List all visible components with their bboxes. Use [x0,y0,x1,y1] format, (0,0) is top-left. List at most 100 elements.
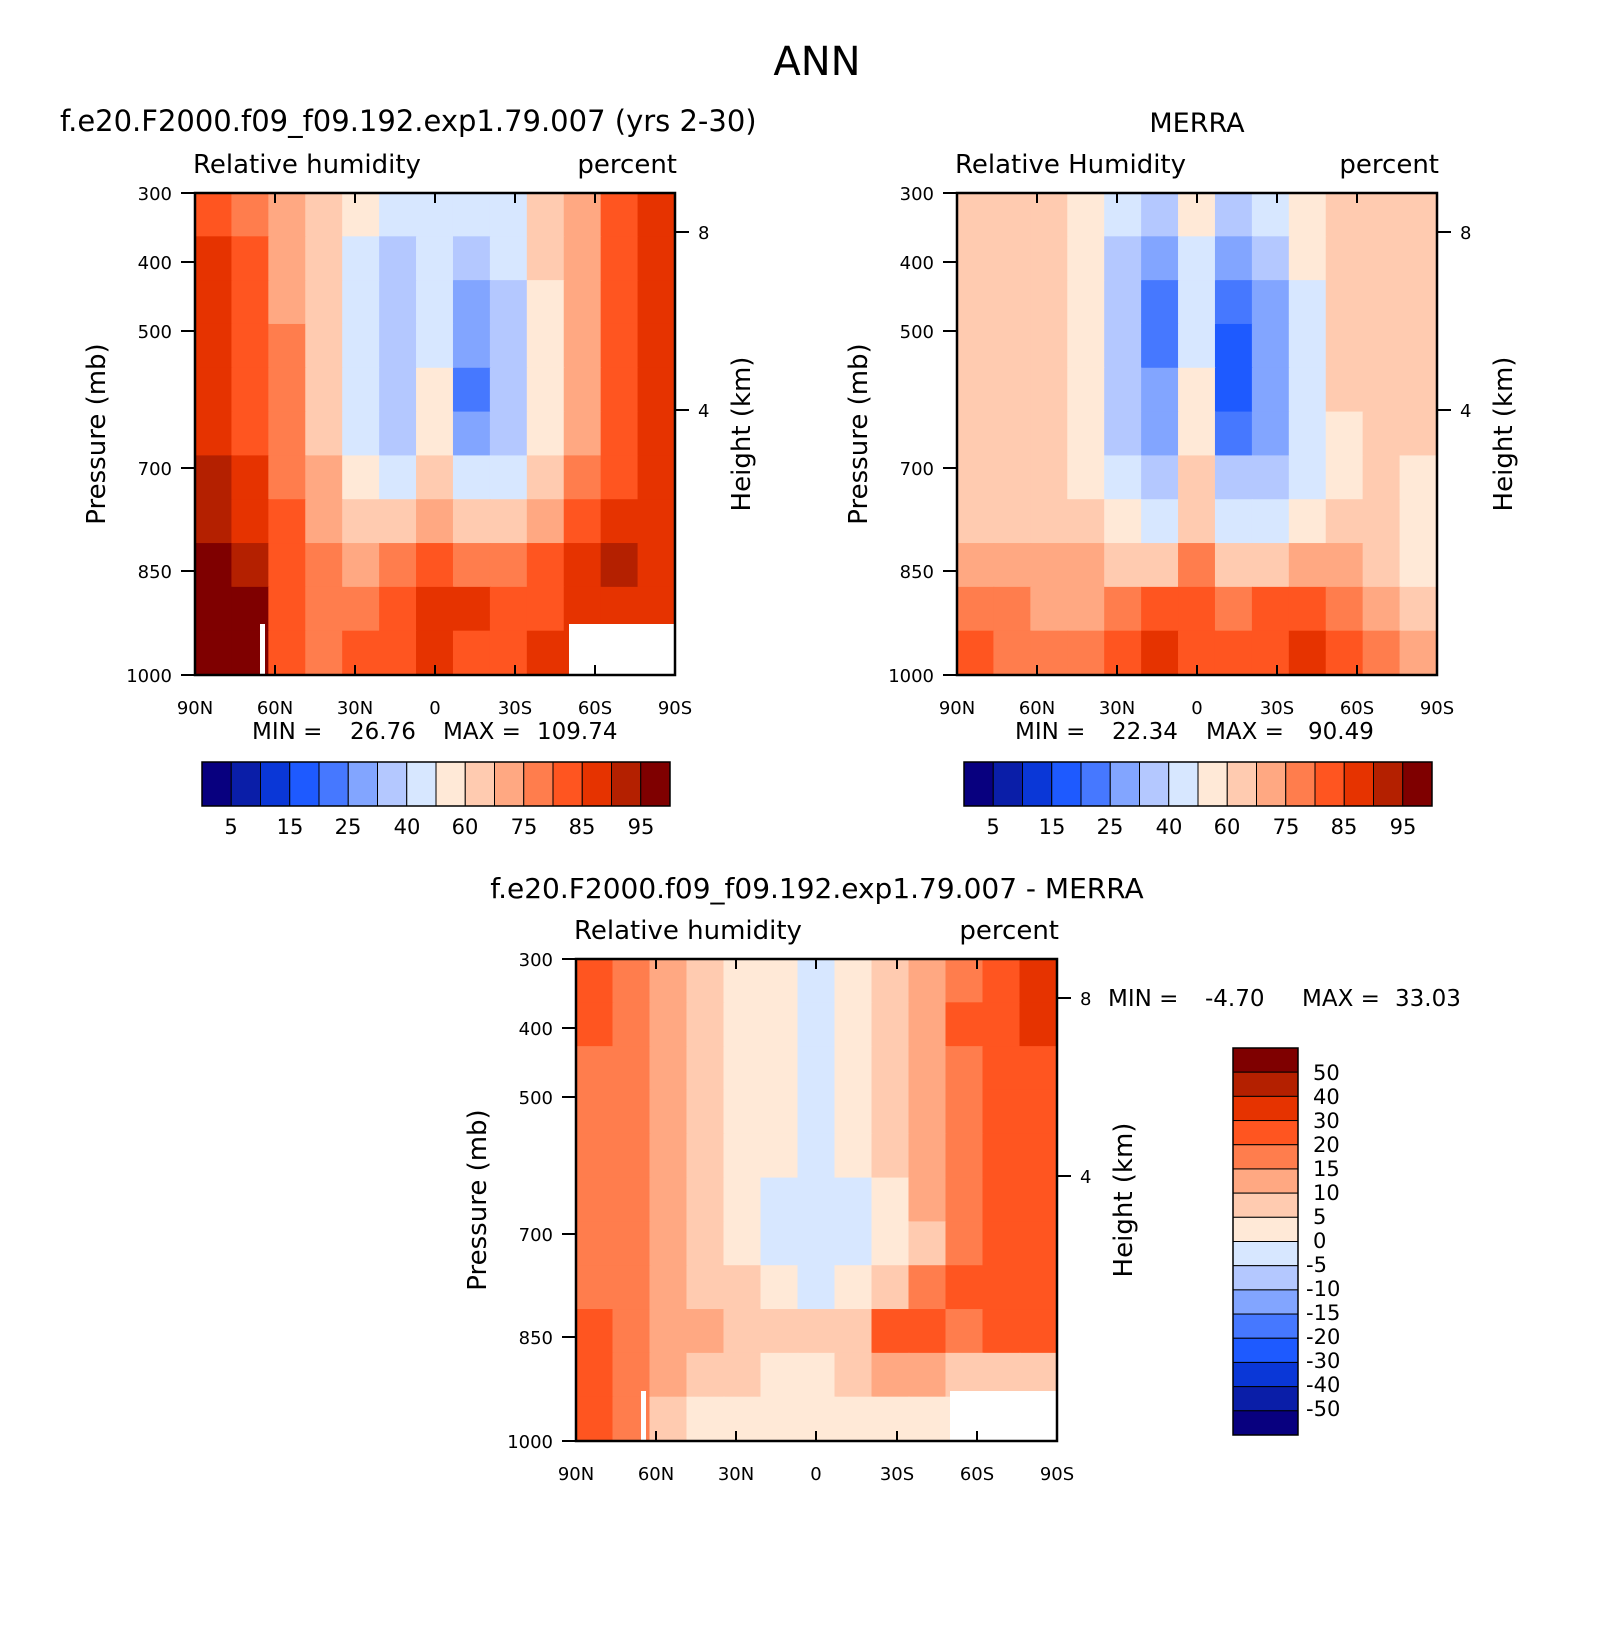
colorbar-label: 5 [224,815,237,839]
contour-cell [268,455,307,501]
contour-cell [489,193,528,238]
y-tick-label: 850 [519,1328,553,1349]
contour-cell [637,455,675,501]
contour-cell [760,1265,799,1311]
contour-cell [526,323,565,369]
y2-axis-title: Height (km) [1489,357,1519,512]
contour-cell [342,193,381,238]
contour-cell [723,1396,762,1441]
contour-cell [1178,586,1216,632]
contour-cell [576,1177,614,1223]
x-tick-label: 60N [638,1464,674,1485]
contour-cell [871,1396,910,1441]
y-tick-label: 500 [900,322,934,343]
x-tick-label: 0 [429,698,440,719]
min-label: MIN = [252,719,322,745]
contour-cell [686,1309,725,1354]
x-tick-labels: 90N 60N 30N 0 30S 60S 90S [558,1464,1074,1485]
y-tick-label: 400 [138,253,172,274]
contour-cell [1362,455,1401,501]
contour-cell [379,280,418,325]
contour-cell [871,1133,910,1179]
contour-cell [760,1089,799,1135]
contour-cell [1067,193,1106,238]
contour-cell [1325,411,1364,457]
contour-cell [526,367,565,413]
contour-cell [723,1221,762,1267]
contour-cell [1362,411,1401,457]
contour-cell [797,1046,836,1091]
contour-cell [195,280,233,325]
contour-cell [489,543,528,588]
colorbar-swatch [260,761,291,807]
contour-cell [908,1046,947,1091]
colorbar-label: -20 [1306,1325,1340,1349]
x-tick-label: 90S [1420,698,1454,719]
contour-cell [649,1133,688,1179]
contour-cell [723,959,762,1004]
contour-cell [957,630,995,675]
units-label: percent [577,150,677,180]
contour-cell [834,1309,873,1354]
y-tick-label: 300 [138,184,172,205]
contour-cell [1178,367,1216,413]
contour-cell [379,193,418,238]
contour-cell [195,499,233,545]
colorbar-swatch [1232,1168,1299,1194]
y-axis-title: Pressure (mb) [463,1109,493,1290]
colorbar-label: 5 [1313,1205,1326,1229]
x-tick-label: 60S [960,1464,994,1485]
x-tick-label: 60S [1340,698,1374,719]
contour-cell [1141,543,1180,588]
colorbar-swatch [1226,761,1257,807]
colorbar-label: -40 [1306,1373,1340,1397]
colorbar-swatch [963,761,994,807]
panel-title: f.e20.F2000.f09_f09.192.exp1.79.007 - ME… [490,872,1143,905]
contour-cell [1141,411,1180,457]
contour-cell [723,1177,762,1223]
contour-cell [982,1133,1021,1179]
contour-cell [637,499,675,545]
contour-cell [195,367,233,413]
x-tick-label: 90N [558,1464,594,1485]
contour-cell [305,323,344,369]
contour-cell [871,1265,910,1311]
contour-cell [379,586,418,632]
min-value: 22.34 [1112,719,1178,745]
contour-cell [797,1352,836,1398]
y-tick-label: 400 [519,1019,553,1040]
y-axis-ticks [943,192,1451,676]
contour-cell [526,630,565,675]
contour-field [576,959,1057,1441]
contour-cell [760,1221,799,1267]
contour-cell [834,1396,873,1441]
contour-field [957,193,1437,675]
contour-cell [760,1002,799,1048]
contour-cell [797,1089,836,1135]
contour-cell [231,236,270,282]
y-axis-title: Pressure (mb) [844,343,874,524]
contour-cell [945,1352,984,1398]
contour-cell [1178,280,1216,325]
max-value: 90.49 [1308,719,1374,745]
contour-cell [342,586,381,632]
x-tick-label: 60N [257,698,293,719]
contour-cell [576,959,614,1004]
colorbar-swatch [1232,1047,1299,1073]
contour-cell [760,959,799,1004]
contour-cell [1178,499,1216,545]
panel-title: MERRA [1149,108,1245,139]
colorbar-swatch [1168,761,1199,807]
contour-cell [1288,586,1327,632]
contour-cell [379,411,418,457]
contour-cell [760,1352,799,1398]
colorbar-label: 60 [452,815,479,839]
y-tick-labels: 300 400 500 700 850 1000 [888,184,934,687]
colorbar-label: -30 [1306,1349,1340,1373]
contour-cell [231,280,270,325]
contour-field [195,193,675,675]
colorbar-label: 40 [1156,815,1183,839]
contour-cell [982,1002,1021,1048]
contour-cell [1288,455,1327,501]
contour-cell [1288,499,1327,545]
